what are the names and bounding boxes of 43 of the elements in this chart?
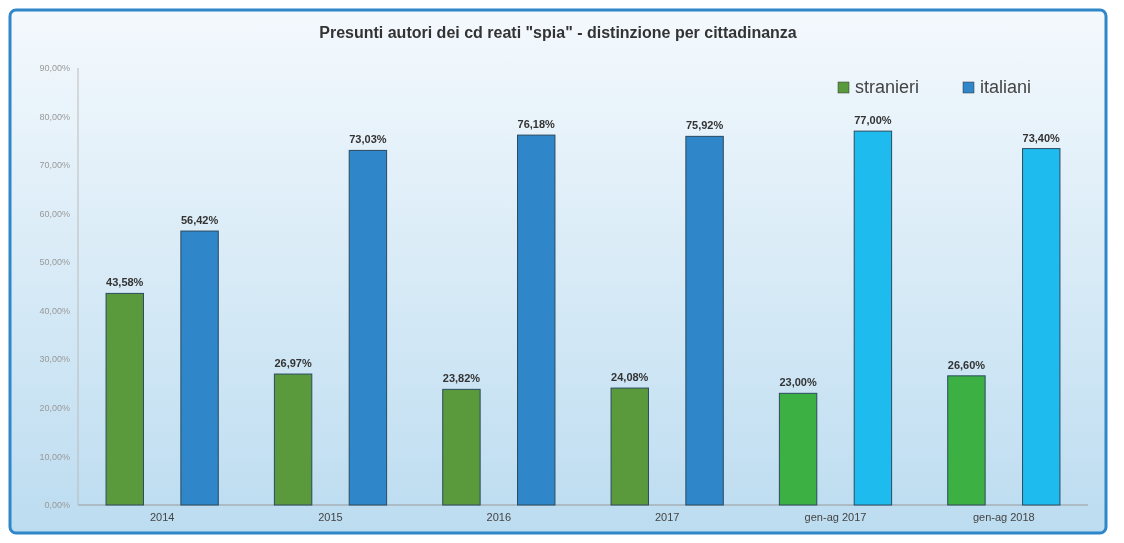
bar: [517, 134, 556, 506]
bar: [610, 387, 649, 506]
y-tick-label: 0,00%: [44, 500, 70, 511]
data-label: 75,92%: [685, 119, 724, 132]
text: italiani: [980, 77, 1032, 97]
y-tick-label: 20,00%: [39, 403, 70, 414]
chart-title: Presunti autori dei cd reati "spia" - distinzione per cittadinanza: [319, 24, 797, 41]
y-tick-label: 40,00%: [39, 305, 70, 316]
x-tick-label: 2014: [149, 511, 175, 523]
x-tick-label: gen-ag 2018: [972, 511, 1035, 523]
bar: [778, 392, 818, 506]
bar: [348, 149, 388, 506]
bar: [105, 292, 144, 506]
bar: [685, 135, 724, 506]
data-label: 23,00%: [779, 376, 817, 389]
bar: [853, 130, 893, 506]
data-label: 76,18%: [517, 118, 556, 131]
data-label: 73,40%: [1022, 131, 1061, 144]
data-label: 26,60%: [947, 358, 986, 371]
bar: [180, 230, 219, 506]
data-label: 77,00%: [854, 114, 892, 127]
y-tick-label: 70,00%: [39, 160, 70, 171]
bar: [442, 388, 481, 506]
data-label: 73,03%: [349, 133, 387, 146]
x-tick-label: 2017: [654, 511, 680, 523]
data-label: 43,58%: [106, 276, 144, 289]
bar: [273, 373, 313, 506]
y-tick-label: 10,00%: [39, 451, 70, 462]
x-tick-label: 2016: [486, 511, 512, 523]
x-tick-label: gen-ag 2017: [804, 511, 867, 523]
data-label: 23,82%: [442, 372, 481, 385]
y-tick-label: 90,00%: [39, 63, 70, 74]
data-label: 26,97%: [274, 357, 312, 370]
x-tick-label: 2015: [318, 511, 343, 523]
legend-label: stranieri: [855, 77, 920, 97]
data-label: 24,08%: [611, 371, 649, 384]
bar: [947, 375, 986, 506]
y-tick-label: 50,00%: [39, 257, 70, 268]
bar: [1022, 148, 1061, 506]
y-tick-label: 60,00%: [39, 208, 70, 219]
y-tick-label: 30,00%: [39, 354, 70, 365]
data-label: 56,42%: [180, 214, 219, 227]
y-tick-label: 80,00%: [39, 111, 70, 122]
